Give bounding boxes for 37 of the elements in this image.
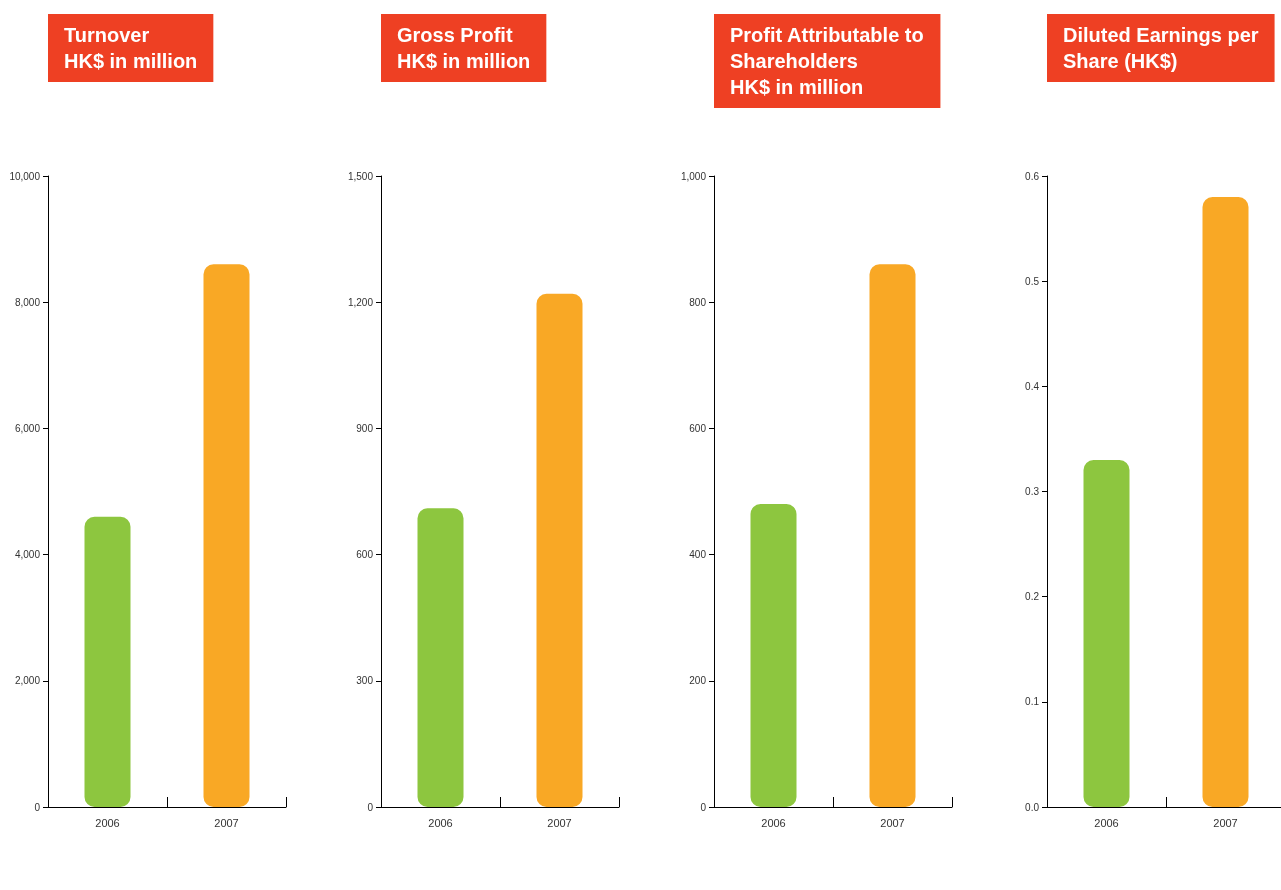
x-tick-label: 2006 — [95, 816, 120, 829]
y-tick-label: 0.6 — [1025, 170, 1040, 182]
y-tick-label: 0.3 — [1025, 486, 1040, 497]
x-tick-label: 2006 — [761, 816, 786, 829]
chart-title: Gross Profit HK$ in million — [397, 24, 531, 72]
y-tick-label: 0 — [700, 801, 707, 813]
y-tick-label: 800 — [689, 296, 707, 308]
y-tick-label: 8,000 — [14, 296, 41, 308]
y-tick-label: 0.2 — [1025, 591, 1040, 603]
x-tick-label: 2007 — [880, 816, 905, 829]
y-tick-label: 4,000 — [14, 549, 41, 561]
y-tick-label: 200 — [689, 675, 707, 687]
y-tick-label: 900 — [356, 422, 374, 434]
y-tick-label: 400 — [689, 549, 707, 561]
y-tick-label: 600 — [689, 422, 707, 434]
y-tick-label: 0 — [34, 801, 41, 813]
y-tick-label: 2,000 — [14, 675, 41, 687]
y-tick-label: 0.5 — [1025, 275, 1040, 287]
y-tick-label: 0.4 — [1025, 380, 1040, 392]
y-tick-label: 1,200 — [347, 296, 374, 308]
x-tick-label: 2007 — [547, 816, 572, 829]
y-tick-label: 10,000 — [9, 170, 41, 182]
chart-title: Diluted Earnings per Share (HK$) — [1063, 24, 1259, 72]
chart-title: Turnover HK$ in million — [64, 24, 198, 72]
x-tick-label: 2006 — [1094, 816, 1119, 829]
y-tick-label: 1,500 — [347, 170, 374, 182]
y-tick-label: 6,000 — [14, 422, 41, 434]
x-tick-label: 2006 — [428, 816, 453, 829]
x-tick-label: 2007 — [214, 816, 239, 829]
y-tick-label: 0.0 — [1025, 801, 1040, 813]
x-tick-label: 2007 — [1213, 816, 1238, 829]
y-tick-label: 600 — [356, 549, 374, 561]
chart-title: Profit Attributable to Shareholders HK$ in million — [730, 24, 924, 98]
y-tick-label: 0.1 — [1025, 696, 1040, 708]
y-tick-label: 0 — [367, 801, 374, 813]
y-tick-label: 1,000 — [680, 170, 707, 182]
y-tick-label: 300 — [356, 675, 374, 687]
